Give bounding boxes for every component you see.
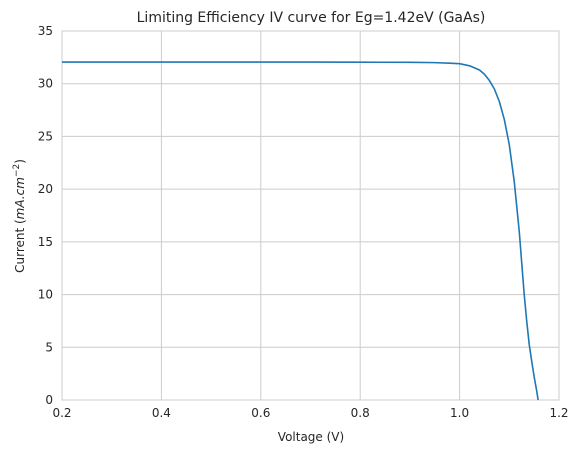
y-tick-label: 5	[45, 340, 53, 354]
plot-area: 0.2 0.4 0.6 0.8 1.0 1.2 0 5 10 15 20 25 30 35	[38, 24, 569, 420]
y-tick-label: 20	[38, 182, 53, 196]
y-axis-label: Current (mA.cm−2)	[12, 159, 27, 273]
x-tick-label: 1.0	[450, 406, 469, 420]
y-axis-label-suffix: )	[13, 159, 27, 164]
x-tick-label: 0.2	[52, 406, 71, 420]
chart-title: Limiting Efficiency IV curve for Eg=1.42…	[137, 10, 486, 26]
x-tick-label: 0.8	[351, 406, 370, 420]
x-tick-label: 0.6	[251, 406, 270, 420]
plot-frame	[61, 30, 560, 401]
y-axis-label-prefix: Current (	[13, 219, 27, 273]
y-axis-label-exponent: −2	[12, 164, 22, 177]
y-tick-label: 0	[45, 393, 53, 407]
iv-curve-line	[62, 61, 539, 401]
y-tick-label: 15	[38, 235, 53, 249]
x-axis-label: Voltage (V)	[278, 430, 344, 444]
x-tick-label: 0.4	[152, 406, 171, 420]
y-axis-label-math: mA.cm	[13, 177, 27, 219]
y-tick-label: 30	[38, 77, 53, 91]
x-tick-label: 1.2	[549, 406, 568, 420]
y-tick-label: 25	[38, 129, 53, 143]
y-tick-label: 10	[38, 288, 53, 302]
y-tick-label: 35	[38, 24, 53, 38]
